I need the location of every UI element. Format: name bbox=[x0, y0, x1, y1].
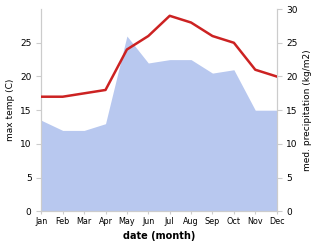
X-axis label: date (month): date (month) bbox=[123, 231, 195, 242]
Y-axis label: med. precipitation (kg/m2): med. precipitation (kg/m2) bbox=[303, 49, 313, 171]
Y-axis label: max temp (C): max temp (C) bbox=[5, 79, 15, 141]
